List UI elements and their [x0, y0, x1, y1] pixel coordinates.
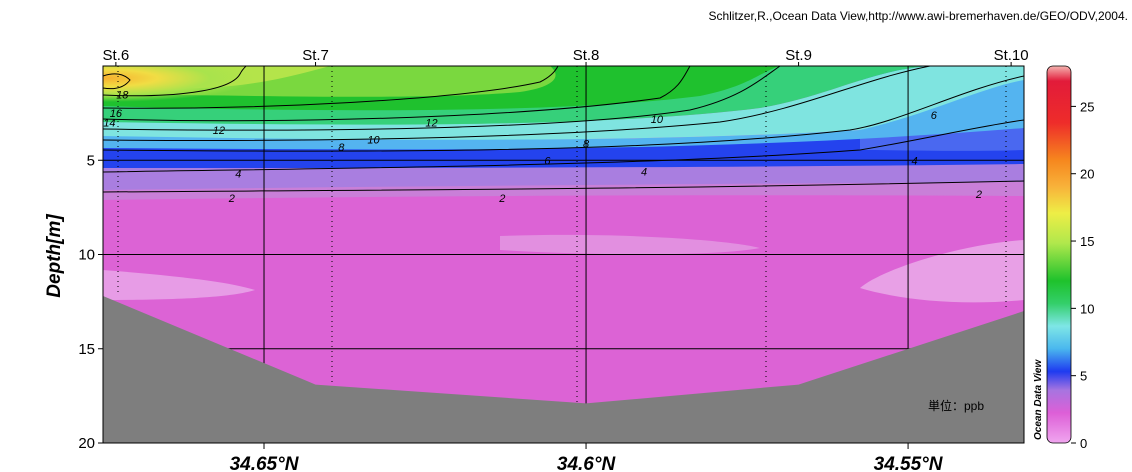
contour-label: 6 [931, 110, 938, 122]
station-labels: St.6 St.7 St.8 St.9 St.10 [103, 47, 1029, 66]
contour-label: 14 [103, 118, 115, 130]
credit-text: Schlitzer,R.,Ocean Data View,http://www.… [708, 9, 1128, 23]
colorbar-tick-label: 25 [1080, 99, 1094, 114]
colorbar-tick-label: 0 [1080, 436, 1087, 451]
contour-18 [103, 73, 131, 90]
band-warm [103, 66, 363, 106]
contour-4 [103, 119, 1024, 173]
station-casts [117, 66, 1007, 402]
contour-label: 12 [213, 125, 225, 137]
contour-lines [103, 66, 1024, 193]
colorbar-title: Ocean Data View [1033, 359, 1044, 440]
contour-label: 2 [975, 189, 982, 201]
station-label: St.10 [994, 47, 1029, 64]
contour-label: 18 [116, 89, 129, 101]
station-label: St.9 [785, 47, 812, 64]
contour-label: 10 [651, 114, 664, 126]
contour-label: 16 [110, 108, 123, 120]
contour-label: 4 [641, 167, 647, 179]
y-axis-ticks: 5 10 15 20 [78, 152, 103, 452]
contour-16 [103, 66, 247, 97]
y-tick-label: 20 [78, 435, 95, 452]
contour-12 [103, 66, 691, 122]
contour-label: 4 [911, 155, 917, 167]
contour-label: 10 [367, 135, 380, 147]
contour-label: 4 [235, 168, 241, 180]
contour-label: 2 [498, 193, 505, 205]
contour-6 [103, 75, 1024, 152]
y-axis-label: Depth[m] [44, 214, 65, 298]
y-tick-label: 5 [87, 152, 95, 169]
colorbar-tick-label: 10 [1080, 301, 1094, 316]
x-tick-label: 34.6°N [557, 454, 617, 472]
contour-label: 12 [425, 118, 437, 130]
station-label: St.6 [103, 47, 130, 64]
seabed-area [103, 295, 1024, 443]
plot-area [103, 66, 1024, 443]
station-label: St.7 [302, 47, 329, 64]
colorbar [1046, 65, 1072, 444]
y-tick-label: 15 [78, 341, 95, 358]
x-tick-label: 34.55°N [874, 454, 944, 472]
contour-14 [103, 66, 559, 109]
unit-note: 単位：ppb [928, 398, 984, 413]
contour-8 [103, 66, 931, 141]
colorbar-ticks: 0 5 10 15 20 25 [1071, 99, 1094, 451]
contour-label: 2 [228, 193, 235, 205]
band-cyan [103, 66, 1024, 140]
band-lightpink-mid [500, 234, 760, 255]
band-lightpink-right [860, 240, 1024, 303]
contour-2 [103, 180, 1024, 193]
x-tick-label: 34.65°N [230, 454, 300, 472]
colorbar-tick-label: 5 [1080, 369, 1087, 384]
contour-label: 8 [583, 138, 590, 150]
station-label: St.8 [573, 47, 600, 64]
y-tick-label: 10 [78, 247, 95, 264]
colorbar-tick-label: 20 [1080, 167, 1094, 182]
band-skyblue [103, 74, 1024, 150]
colorbar-tick-label: 15 [1080, 234, 1094, 249]
contour-label: 8 [338, 142, 345, 154]
contour-label: 6 [544, 155, 551, 167]
band-lightpink [103, 270, 255, 300]
x-axis-ticks: 34.65°N 34.6°N 34.55°N [230, 443, 944, 472]
